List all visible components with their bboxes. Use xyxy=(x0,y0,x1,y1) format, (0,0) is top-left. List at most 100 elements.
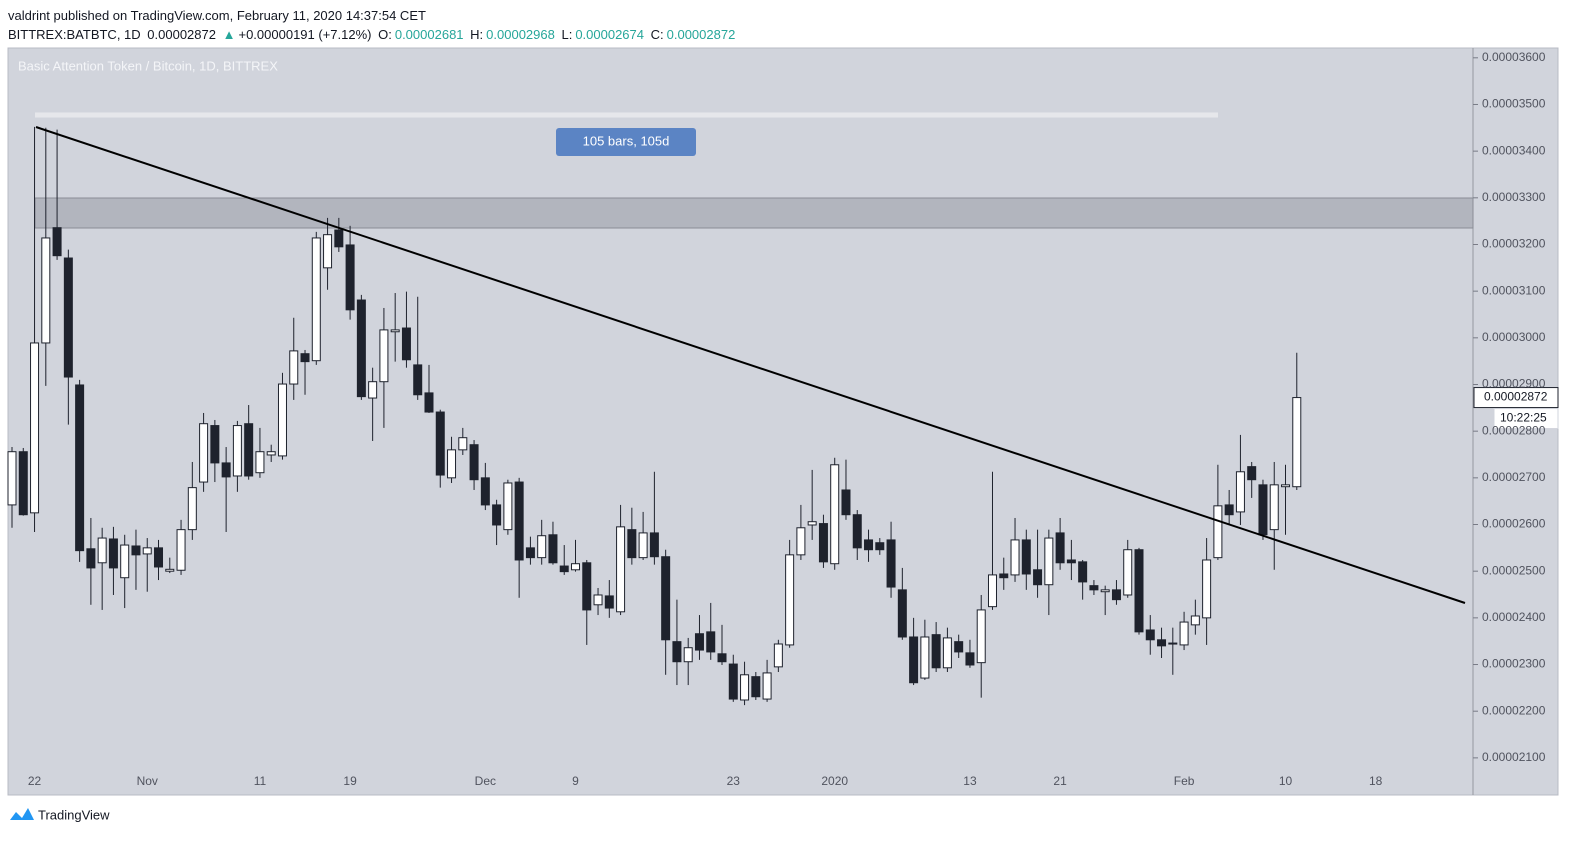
candle-body xyxy=(706,631,716,653)
candle-body xyxy=(976,609,986,664)
symbol: BITTREX:BATBTC, 1D xyxy=(8,27,141,42)
x-tick-label: 13 xyxy=(963,774,977,788)
y-tick-label: 0.00002700 xyxy=(1482,470,1546,484)
price-tag: 0.00002872 xyxy=(1484,390,1548,404)
y-tick-label: 0.00003000 xyxy=(1482,330,1546,344)
y-tick-label: 0.00003400 xyxy=(1482,143,1546,157)
candle-body xyxy=(537,535,547,559)
y-tick-label: 0.00002900 xyxy=(1482,377,1546,391)
candle-body xyxy=(818,523,828,563)
candle-body xyxy=(785,554,795,646)
candle-body xyxy=(142,547,152,555)
candle-body xyxy=(1100,589,1110,593)
arrow: ▲ xyxy=(222,27,236,42)
countdown: 10:22:25 xyxy=(1500,411,1547,425)
candle-body xyxy=(514,481,524,561)
measure-label-box xyxy=(556,128,696,156)
candle-body xyxy=(63,257,73,378)
x-tick-label: 19 xyxy=(343,774,357,788)
candle-body xyxy=(108,538,118,569)
candle-body xyxy=(97,537,107,564)
candle-body xyxy=(740,674,750,701)
x-tick-label: 23 xyxy=(727,774,741,788)
overlay: 0.00002872 10:22:25 xyxy=(1473,387,1559,430)
candle-body xyxy=(942,637,952,669)
candle-body xyxy=(920,636,930,679)
candle-body xyxy=(1044,537,1054,586)
candle-body xyxy=(559,565,569,573)
candle-body xyxy=(232,425,242,477)
y-tick-label: 0.00002600 xyxy=(1482,517,1546,531)
candle-body xyxy=(1021,539,1031,575)
candle-body xyxy=(649,532,659,558)
candle-body xyxy=(1157,639,1167,647)
x-tick-label: Feb xyxy=(1174,774,1195,788)
y-tick-label: 0.00003300 xyxy=(1482,190,1546,204)
trendline xyxy=(35,126,1466,604)
candle-body xyxy=(864,539,874,551)
candle-body xyxy=(1168,642,1178,645)
y-tick-label: 0.00003100 xyxy=(1482,283,1546,297)
candle-body xyxy=(627,529,637,559)
candle-body xyxy=(1010,539,1020,576)
candle-body xyxy=(1224,504,1234,516)
ohlc-key: L: xyxy=(561,27,573,42)
candle-body xyxy=(1033,569,1043,586)
measure-label: 105 bars, 105d xyxy=(583,133,670,148)
candle-body xyxy=(1179,621,1189,646)
candle-body xyxy=(458,437,468,451)
candle-body xyxy=(52,227,62,257)
candle-body xyxy=(807,521,817,526)
candle-body xyxy=(244,423,254,477)
candle-body xyxy=(356,299,366,398)
candle-body xyxy=(593,594,603,606)
candle-body xyxy=(525,547,535,559)
candle-body xyxy=(210,425,220,464)
y-tick-label: 0.00002400 xyxy=(1482,610,1546,624)
candle-body xyxy=(1292,397,1302,488)
candle-body xyxy=(548,534,558,564)
x-tick-label: Dec xyxy=(475,774,496,788)
ohlc-value: 0.00002872 xyxy=(666,27,736,42)
candle-body xyxy=(1145,629,1155,641)
x-tick-label: 2020 xyxy=(821,774,848,788)
candle-body xyxy=(424,392,434,413)
candle-body xyxy=(187,487,197,531)
candle-body xyxy=(751,676,761,698)
candle-body xyxy=(582,562,592,611)
candle-body xyxy=(987,574,997,608)
candle-body xyxy=(345,244,355,311)
candle-body xyxy=(604,595,614,609)
candle-body xyxy=(616,526,626,613)
candle-body xyxy=(999,573,1009,579)
candle-body xyxy=(1111,589,1121,601)
candle-body xyxy=(1202,559,1212,619)
x-tick-label: 18 xyxy=(1369,774,1383,788)
candle-body xyxy=(86,548,96,569)
candle-body xyxy=(199,423,209,483)
x-tick-label: 22 xyxy=(28,774,42,788)
y-tick-label: 0.00003500 xyxy=(1482,97,1546,111)
price-tag-box xyxy=(1473,387,1559,409)
y-tick-label: 0.00003600 xyxy=(1482,50,1546,64)
candle-body xyxy=(1078,561,1088,583)
candle-body xyxy=(323,234,333,269)
candle-body xyxy=(165,568,175,572)
footer-brand: TradingView xyxy=(38,807,110,822)
candle-body xyxy=(447,449,457,479)
candle-body xyxy=(1281,484,1291,488)
candle-body xyxy=(289,350,299,385)
candle-body xyxy=(401,327,411,361)
ohlc-key: C: xyxy=(650,27,664,42)
candle-body xyxy=(368,381,378,399)
candle-body xyxy=(852,514,862,549)
ohlc-key: O: xyxy=(378,27,392,42)
candle-body xyxy=(75,384,85,552)
candle-body xyxy=(379,329,389,383)
candle-body xyxy=(1134,549,1144,633)
candle-body xyxy=(41,237,51,344)
candle-body xyxy=(571,563,580,571)
candle-body xyxy=(18,451,28,516)
y-tick-label: 0.00002100 xyxy=(1482,750,1546,764)
